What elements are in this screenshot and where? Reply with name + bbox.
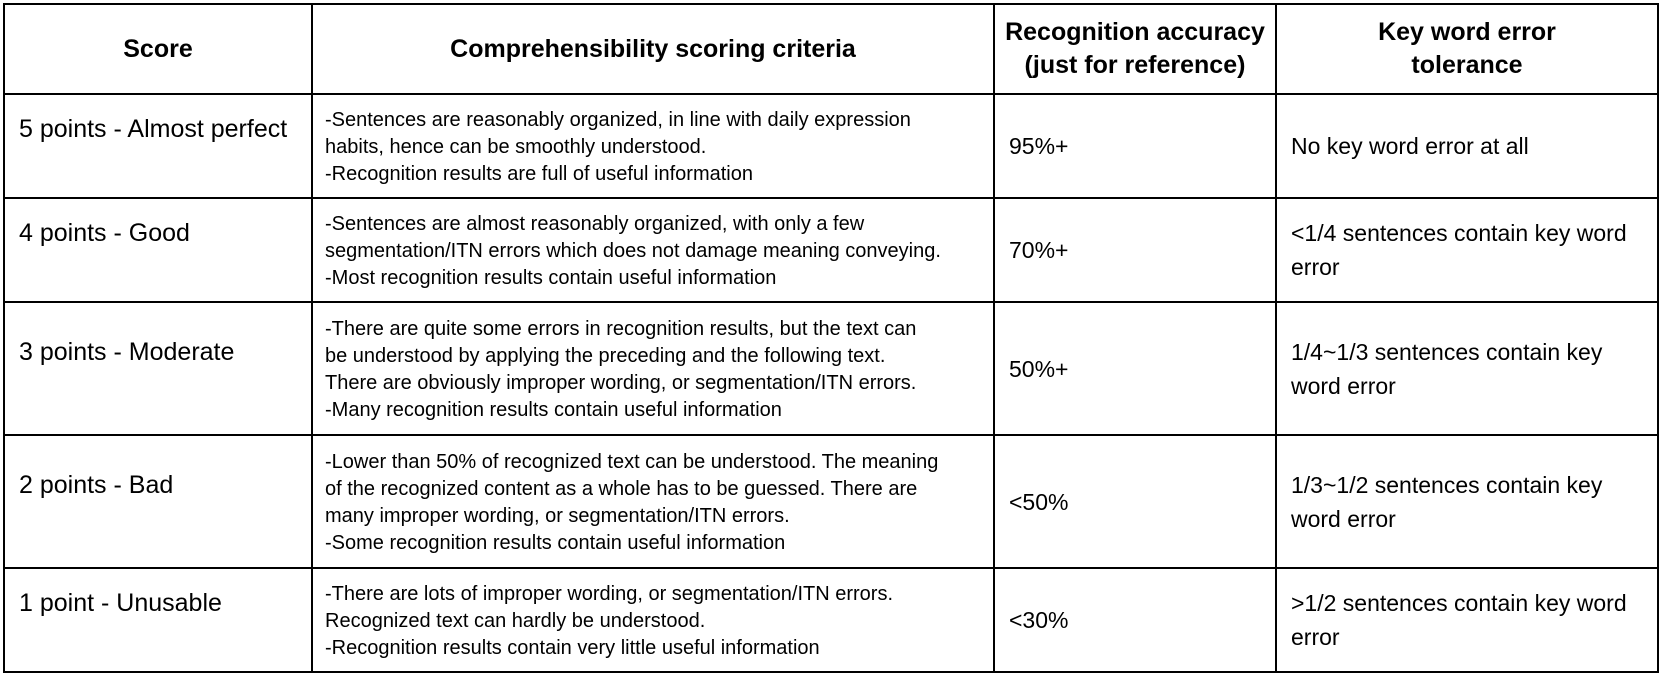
header-tolerance: Key word error tolerance <box>1275 3 1659 95</box>
criteria-line: -There are lots of improper wording, or … <box>325 582 893 605</box>
header-criteria: Comprehensibility scoring criteria <box>311 3 995 95</box>
criteria-line: of the recognized content as a whole has… <box>325 477 918 500</box>
score-cell: 4 points - Good <box>3 197 313 303</box>
criteria-cell: -Sentences are reasonably organized, in … <box>311 93 995 199</box>
criteria-line: -Recognition results contain very little… <box>325 636 820 659</box>
score-cell: 1 point - Unusable <box>3 567 313 673</box>
header-row: Score Comprehensibility scoring criteria… <box>3 3 1659 95</box>
tolerance-cell: <1/4 sentences contain key word error <box>1275 197 1659 303</box>
table-row: 5 points - Almost perfect -Sentences are… <box>3 93 1659 199</box>
tolerance-cell: 1/3~1/2 sentences contain key word error <box>1275 434 1659 569</box>
header-accuracy-line2: (just for reference) <box>1024 51 1246 79</box>
criteria-cell: -Sentences are almost reasonably organiz… <box>311 197 995 303</box>
table-row: 1 point - Unusable -There are lots of im… <box>3 567 1659 673</box>
criteria-line: -Lower than 50% of recognized text can b… <box>325 450 939 473</box>
criteria-line: There are obviously improper wording, or… <box>325 371 917 394</box>
criteria-line: -There are quite some errors in recognit… <box>325 317 917 340</box>
criteria-line: -Sentences are almost reasonably organiz… <box>325 212 865 235</box>
criteria-line: segmentation/ITN errors which does not d… <box>325 239 941 262</box>
score-cell: 5 points - Almost perfect <box>3 93 313 199</box>
criteria-cell: -There are quite some errors in recognit… <box>311 301 995 436</box>
table-row: 4 points - Good -Sentences are almost re… <box>3 197 1659 303</box>
tolerance-cell: No key word error at all <box>1275 93 1659 199</box>
tolerance-cell: >1/2 sentences contain key word error <box>1275 567 1659 673</box>
criteria-line: -Many recognition results contain useful… <box>325 398 782 421</box>
header-tolerance-line1: Key word error <box>1378 18 1556 46</box>
table-row: 3 points - Moderate -There are quite som… <box>3 301 1659 436</box>
header-score: Score <box>3 3 313 95</box>
scoring-criteria-table: Score Comprehensibility scoring criteria… <box>3 3 1659 673</box>
criteria-line: -Sentences are reasonably organized, in … <box>325 108 911 131</box>
score-cell: 2 points - Bad <box>3 434 313 569</box>
header-accuracy-line1: Recognition accuracy <box>1005 18 1265 46</box>
header-accuracy: Recognition accuracy (just for reference… <box>993 3 1277 95</box>
criteria-line: many improper wording, or segmentation/I… <box>325 504 790 527</box>
criteria-cell: -Lower than 50% of recognized text can b… <box>311 434 995 569</box>
header-tolerance-line2: tolerance <box>1411 51 1523 79</box>
criteria-line: be understood by applying the preceding … <box>325 344 886 367</box>
criteria-line: Recognized text can hardly be understood… <box>325 609 706 632</box>
criteria-line: habits, hence can be smoothly understood… <box>325 135 707 158</box>
accuracy-cell: <30% <box>993 567 1277 673</box>
criteria-line: -Most recognition results contain useful… <box>325 266 777 289</box>
criteria-line: -Some recognition results contain useful… <box>325 531 786 554</box>
accuracy-cell: <50% <box>993 434 1277 569</box>
accuracy-cell: 95%+ <box>993 93 1277 199</box>
tolerance-cell: 1/4~1/3 sentences contain key word error <box>1275 301 1659 436</box>
score-cell: 3 points - Moderate <box>3 301 313 436</box>
criteria-cell: -There are lots of improper wording, or … <box>311 567 995 673</box>
table-row: 2 points - Bad -Lower than 50% of recogn… <box>3 434 1659 569</box>
accuracy-cell: 70%+ <box>993 197 1277 303</box>
accuracy-cell: 50%+ <box>993 301 1277 436</box>
criteria-line: -Recognition results are full of useful … <box>325 162 753 185</box>
